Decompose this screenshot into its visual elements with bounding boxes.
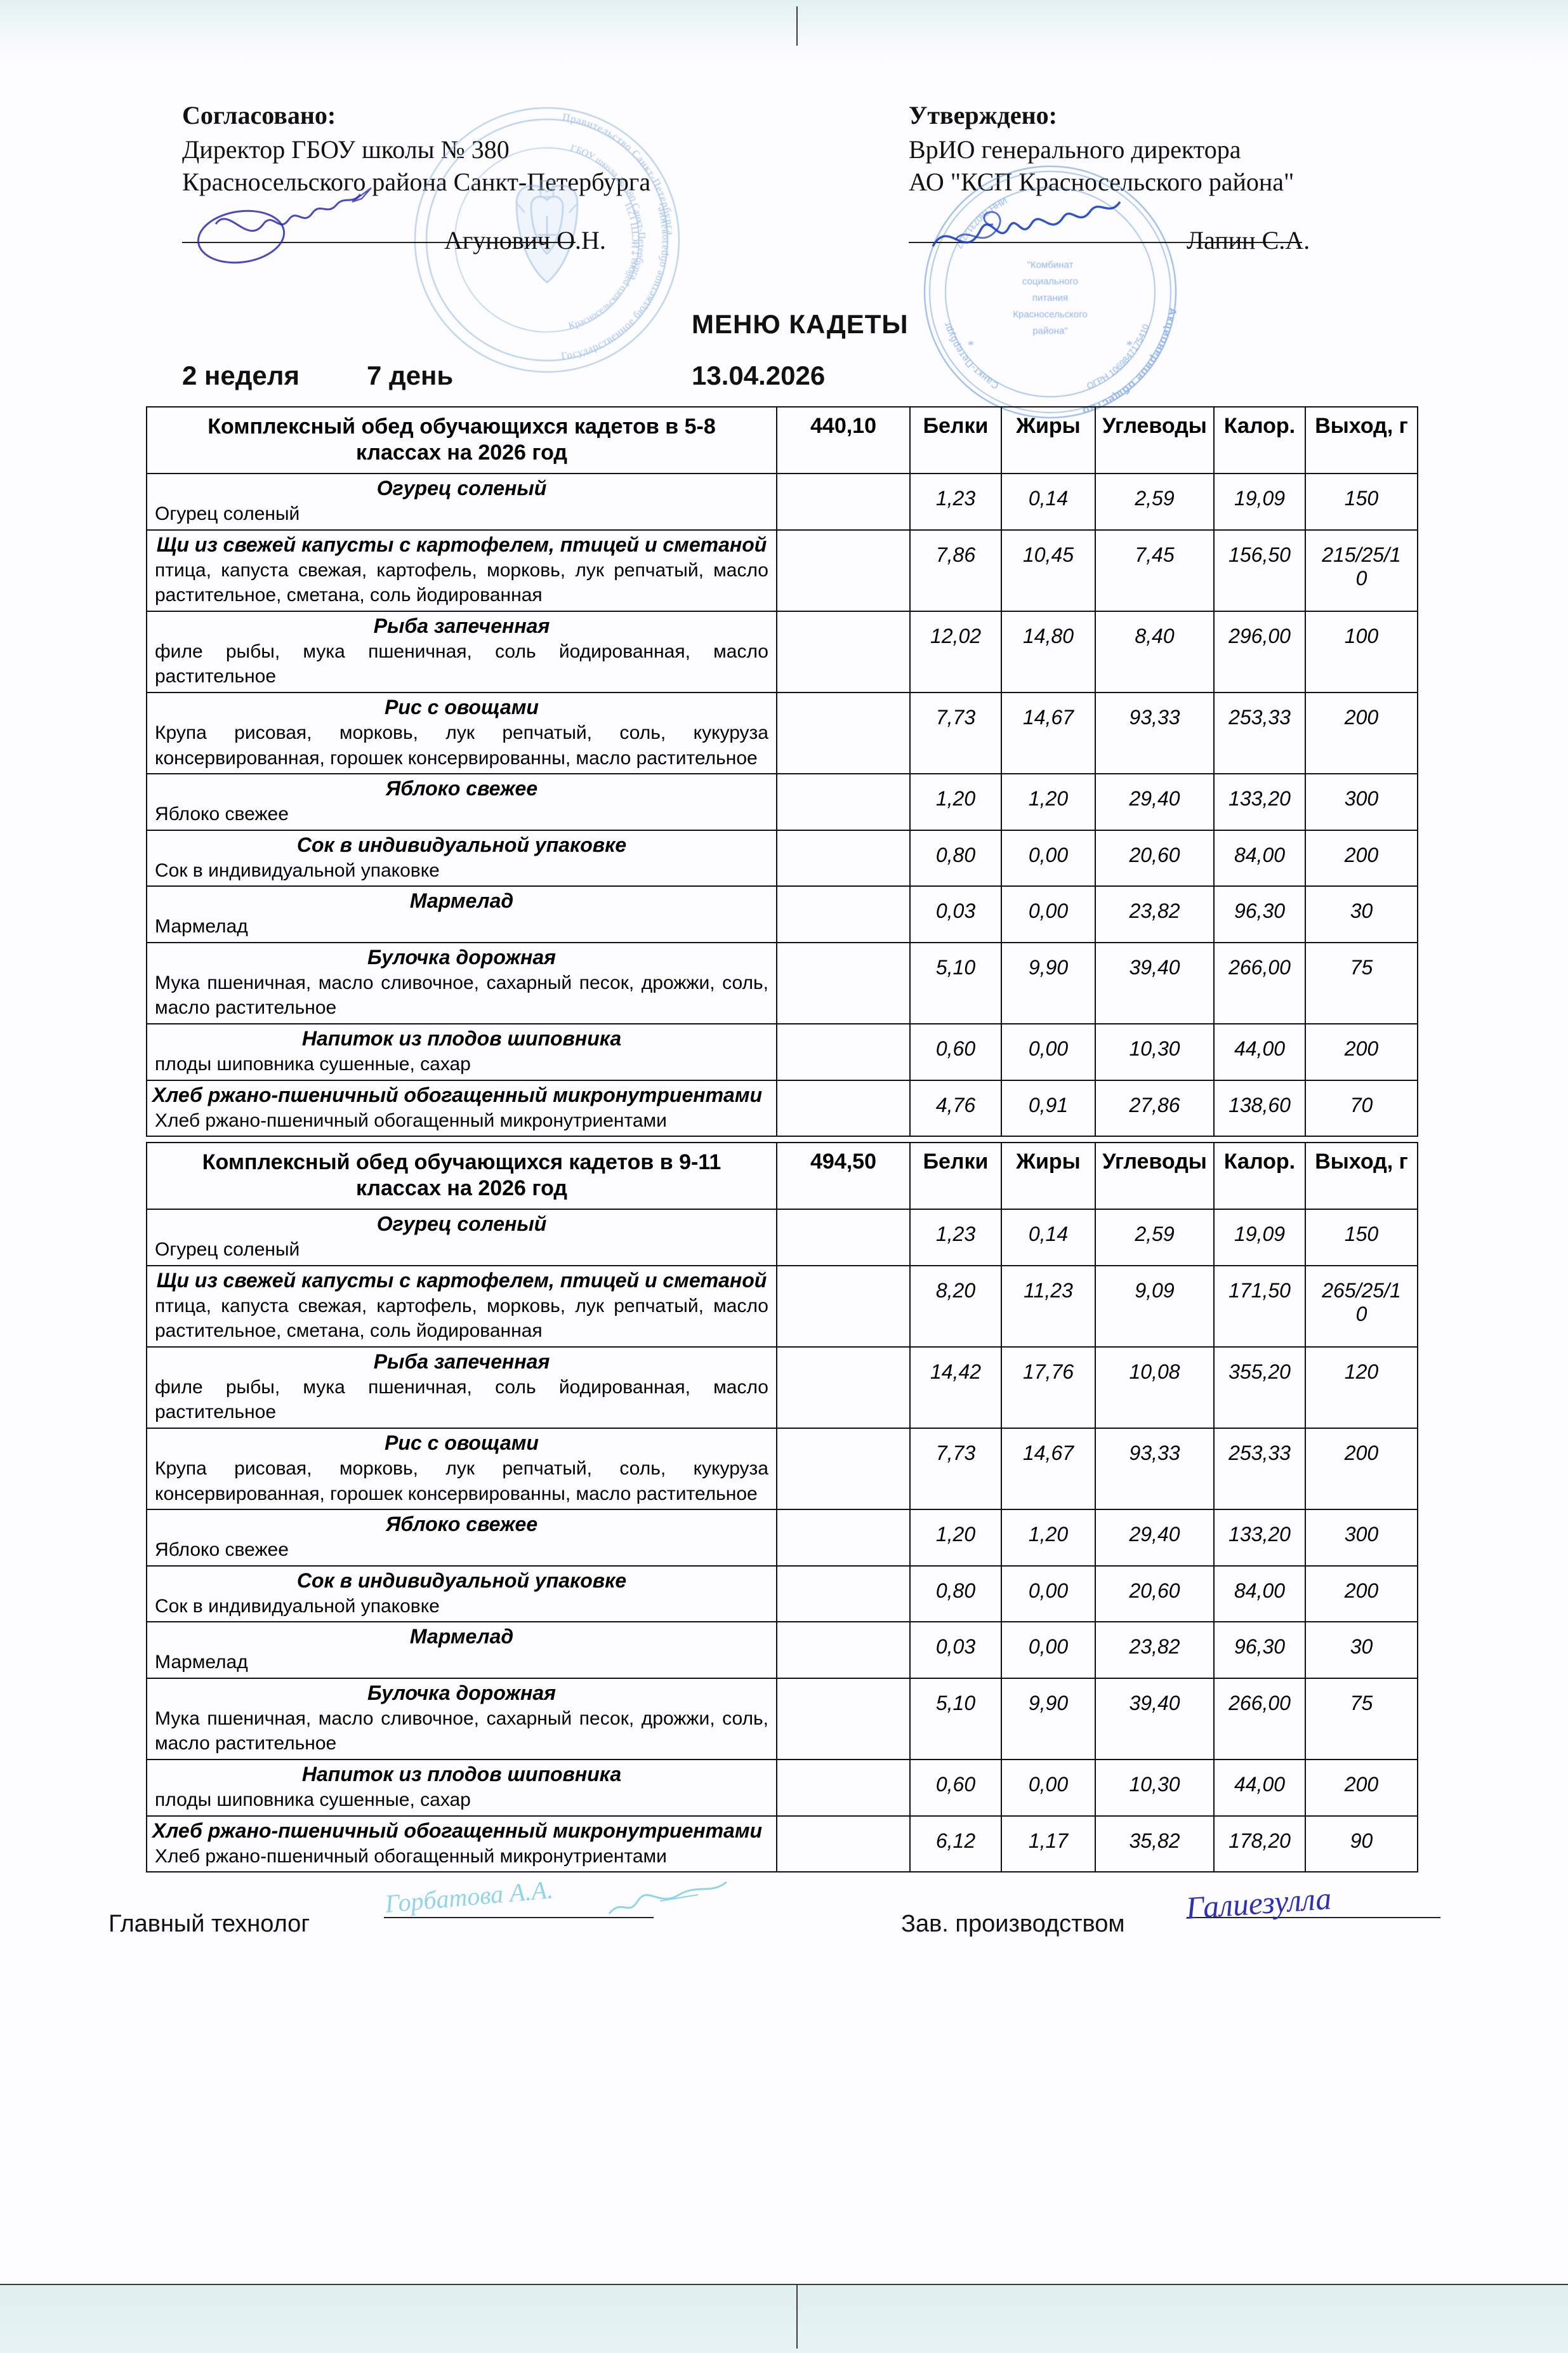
svg-text:Галиезулла: Галиезулла [1184,1880,1333,1926]
svg-text:Санкт-Петербург: Санкт-Петербург [942,321,1001,391]
svg-text:Горбатова А.А.: Горбатова А.А. [383,1878,555,1918]
svg-text:*: * [1126,338,1133,352]
svg-text:Красносельского района * ИСТП: Красносельского района * ИСТП 1231 [567,200,642,331]
svg-text:*: * [968,338,974,352]
svg-text:района": района" [1032,326,1067,336]
svg-text:Красносельского: Красносельского [1013,309,1088,320]
